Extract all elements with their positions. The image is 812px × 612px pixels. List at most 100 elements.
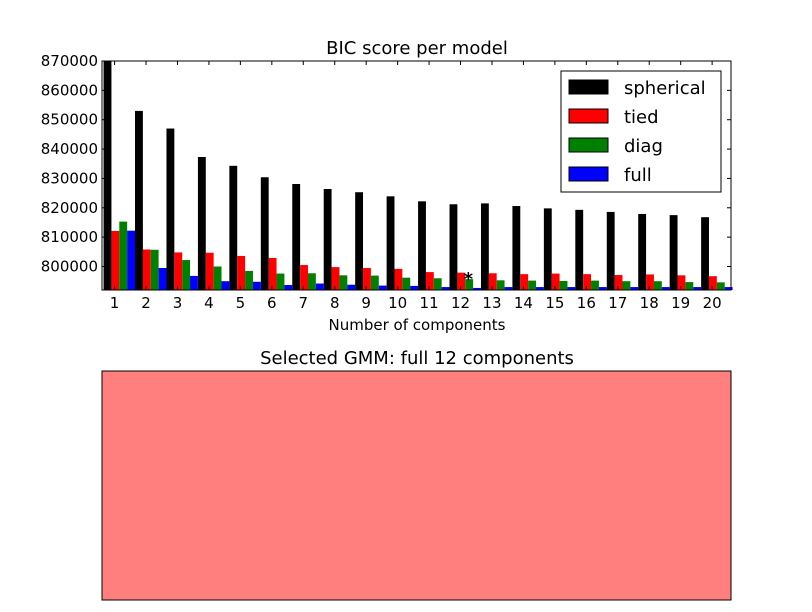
- legend-label-diag: diag: [624, 136, 663, 157]
- bar-diag-3: [182, 260, 191, 290]
- legend-label-full: full: [624, 165, 652, 186]
- bar-full-14: [536, 287, 544, 290]
- bar-full-4: [221, 281, 230, 290]
- bar-spherical-19: [669, 215, 678, 290]
- bar-tied-7: [300, 265, 308, 290]
- bar-full-8: [347, 284, 356, 290]
- bar-spherical-18: [638, 213, 647, 290]
- bar-diag-7: [308, 273, 316, 290]
- bic-chart-title: BIC score per model: [326, 38, 508, 59]
- x-tick-label: 15: [545, 294, 564, 312]
- bar-diag-12: [465, 279, 474, 290]
- bar-spherical-13: [480, 203, 489, 290]
- bar-full-10: [410, 285, 419, 290]
- legend-item-full: full: [568, 165, 652, 186]
- bar-spherical-17: [606, 211, 615, 290]
- bar-diag-1: [119, 221, 128, 290]
- bar-full-11: [441, 287, 450, 290]
- x-tick-label: 2: [141, 294, 151, 312]
- legend-label-tied: tied: [624, 107, 659, 128]
- bar-full-7: [315, 283, 324, 290]
- bar-tied-11: [425, 272, 434, 290]
- x-tick-label: 11: [420, 294, 439, 312]
- y-tick-label: 820000: [41, 199, 98, 217]
- y-tick-label: 830000: [41, 169, 98, 187]
- x-tick-label: 19: [671, 294, 690, 312]
- bar-spherical-8: [323, 189, 332, 290]
- bar-spherical-4: [197, 157, 206, 290]
- bar-tied-19: [677, 275, 686, 290]
- bar-spherical-15: [543, 208, 552, 290]
- y-tick-label: 860000: [41, 81, 98, 99]
- bar-spherical-1: [103, 61, 112, 290]
- bar-full-13: [504, 287, 513, 290]
- bar-spherical-11: [418, 201, 426, 290]
- bar-diag-15: [559, 280, 568, 290]
- bar-full-18: [661, 287, 670, 290]
- bar-full-19: [693, 287, 702, 290]
- bar-diag-16: [591, 280, 599, 290]
- bar-diag-13: [496, 280, 505, 290]
- x-tick-label: 4: [204, 294, 214, 312]
- bar-tied-2: [142, 249, 151, 290]
- selected-gmm-panel: Selected GMM: full 12 components: [101, 348, 732, 601]
- bar-tied-17: [614, 275, 623, 290]
- bar-full-1: [127, 230, 136, 290]
- legend-item-diag: diag: [568, 136, 663, 157]
- x-tick-label: 1: [110, 294, 120, 312]
- bar-tied-12: [457, 272, 466, 290]
- bar-tied-5: [237, 255, 246, 290]
- bar-full-5: [252, 281, 261, 290]
- bar-diag-6: [276, 273, 285, 290]
- bar-tied-4: [205, 252, 214, 290]
- bar-tied-6: [268, 258, 277, 290]
- bar-diag-14: [528, 280, 537, 290]
- x-tick-label: 6: [267, 294, 277, 312]
- x-tick-label: 3: [173, 294, 183, 312]
- bar-spherical-2: [135, 110, 143, 290]
- bar-spherical-14: [512, 206, 521, 290]
- y-tick-label: 850000: [41, 111, 98, 129]
- bar-tied-18: [646, 274, 654, 290]
- bar-full-9: [378, 285, 387, 290]
- bar-full-17: [630, 287, 639, 290]
- bar-spherical-12: [449, 204, 458, 290]
- bar-spherical-3: [166, 128, 175, 290]
- legend-item-spherical: spherical: [568, 78, 706, 99]
- legend-swatch-spherical: [568, 79, 609, 95]
- legend-swatch-full: [568, 166, 609, 182]
- bic-bar-chart: BIC score per model 80000081000082000083…: [41, 38, 733, 334]
- bar-spherical-16: [575, 209, 584, 290]
- bar-tied-9: [363, 267, 371, 290]
- bar-tied-13: [488, 273, 497, 290]
- bar-full-16: [598, 287, 607, 290]
- bar-spherical-20: [701, 217, 709, 290]
- bar-diag-19: [685, 282, 694, 290]
- legend: spherical tied diag full: [560, 70, 722, 193]
- bar-diag-8: [339, 275, 348, 290]
- bar-diag-20: [716, 282, 725, 290]
- legend-swatch-diag: [568, 137, 609, 153]
- x-tick-label: 16: [577, 294, 596, 312]
- bar-spherical-7: [292, 184, 301, 290]
- bar-full-20: [724, 287, 733, 290]
- legend-swatch-tied: [568, 108, 609, 124]
- bar-diag-17: [622, 281, 631, 290]
- bar-tied-14: [520, 274, 529, 290]
- bar-diag-4: [213, 266, 222, 290]
- x-tick-label: 20: [703, 294, 722, 312]
- y-tick-label: 840000: [41, 140, 98, 158]
- bar-spherical-10: [386, 196, 395, 290]
- bar-diag-18: [653, 281, 662, 290]
- x-tick-label: 8: [330, 294, 340, 312]
- bar-spherical-5: [229, 165, 238, 290]
- y-tick-label: 810000: [41, 228, 98, 246]
- selected-model-marker: *: [464, 269, 474, 290]
- x-tick-label: 18: [640, 294, 659, 312]
- bar-diag-5: [245, 270, 253, 290]
- x-tick-label: 13: [482, 294, 501, 312]
- y-tick-label: 870000: [41, 52, 98, 70]
- bar-full-2: [158, 267, 167, 290]
- x-tick-label: 7: [299, 294, 309, 312]
